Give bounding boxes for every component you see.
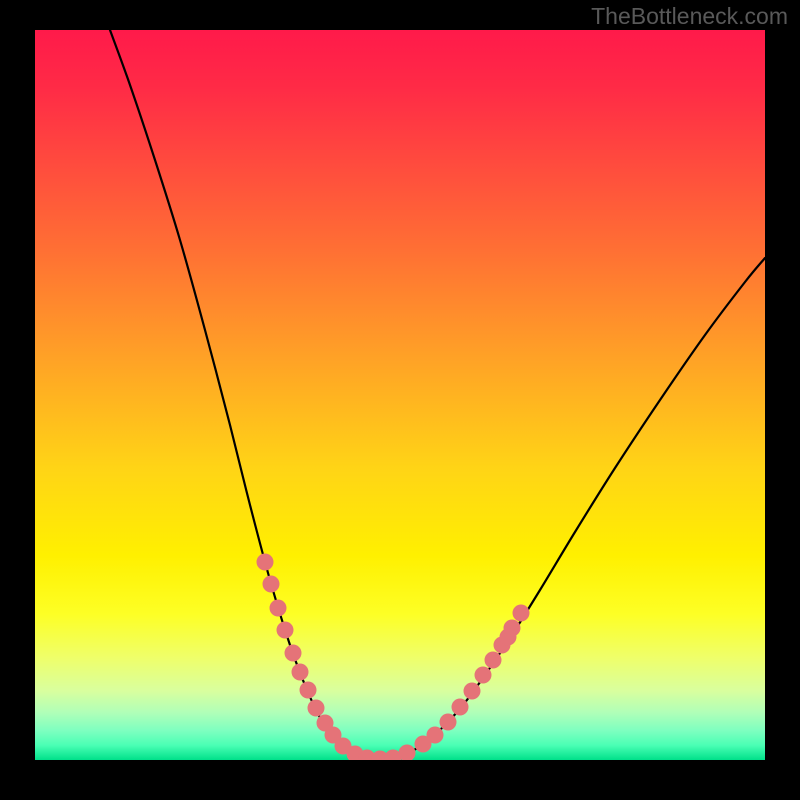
data-marker — [513, 605, 530, 622]
data-marker — [277, 622, 294, 639]
bottleneck-curve — [110, 30, 765, 759]
data-marker — [500, 629, 517, 646]
data-marker — [263, 576, 280, 593]
data-marker — [427, 727, 444, 744]
data-marker — [440, 714, 457, 731]
data-marker — [300, 682, 317, 699]
data-marker — [308, 700, 325, 717]
watermark-text: TheBottleneck.com — [591, 3, 788, 30]
data-marker — [257, 554, 274, 571]
data-marker — [475, 667, 492, 684]
data-marker — [399, 745, 416, 761]
data-marker — [292, 664, 309, 681]
data-marker — [270, 600, 287, 617]
chart-svg-layer — [35, 30, 765, 760]
data-marker — [285, 645, 302, 662]
data-marker — [464, 683, 481, 700]
data-markers-group — [257, 554, 530, 761]
chart-plot-area — [35, 30, 765, 760]
data-marker — [485, 652, 502, 669]
data-marker — [452, 699, 469, 716]
